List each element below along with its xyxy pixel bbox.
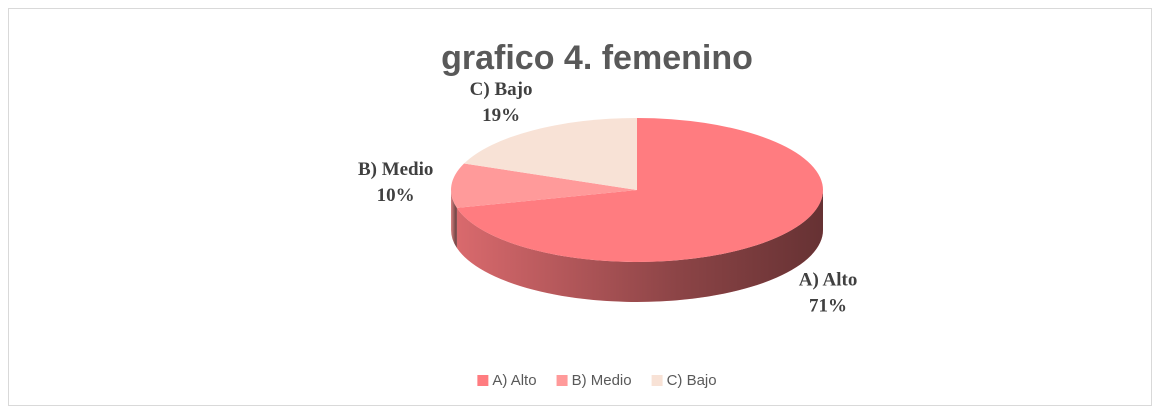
legend-swatch [651,375,663,386]
legend: A) Alto B) Medio C) Bajo [477,372,717,389]
data-label-category: B) Medio [358,159,433,180]
legend-swatch [477,375,489,386]
data-label-value: 19% [482,105,520,126]
legend-label: B) Medio [572,372,632,389]
legend-swatch [556,375,568,386]
legend-label: C) Bajo [667,372,717,389]
data-label-value: 71% [809,295,847,316]
legend-label: A) Alto [492,372,536,389]
slice [464,118,637,190]
data-label-value: 10% [377,185,415,206]
slice [451,163,637,208]
data-label-category: C) Bajo [470,79,533,100]
chart-title: grafico 4. femenino [441,39,753,77]
data-label-category: A) Alto [799,269,858,290]
slice [456,118,823,262]
slice-side-shade [451,190,457,248]
slice-side-shade [456,190,823,302]
